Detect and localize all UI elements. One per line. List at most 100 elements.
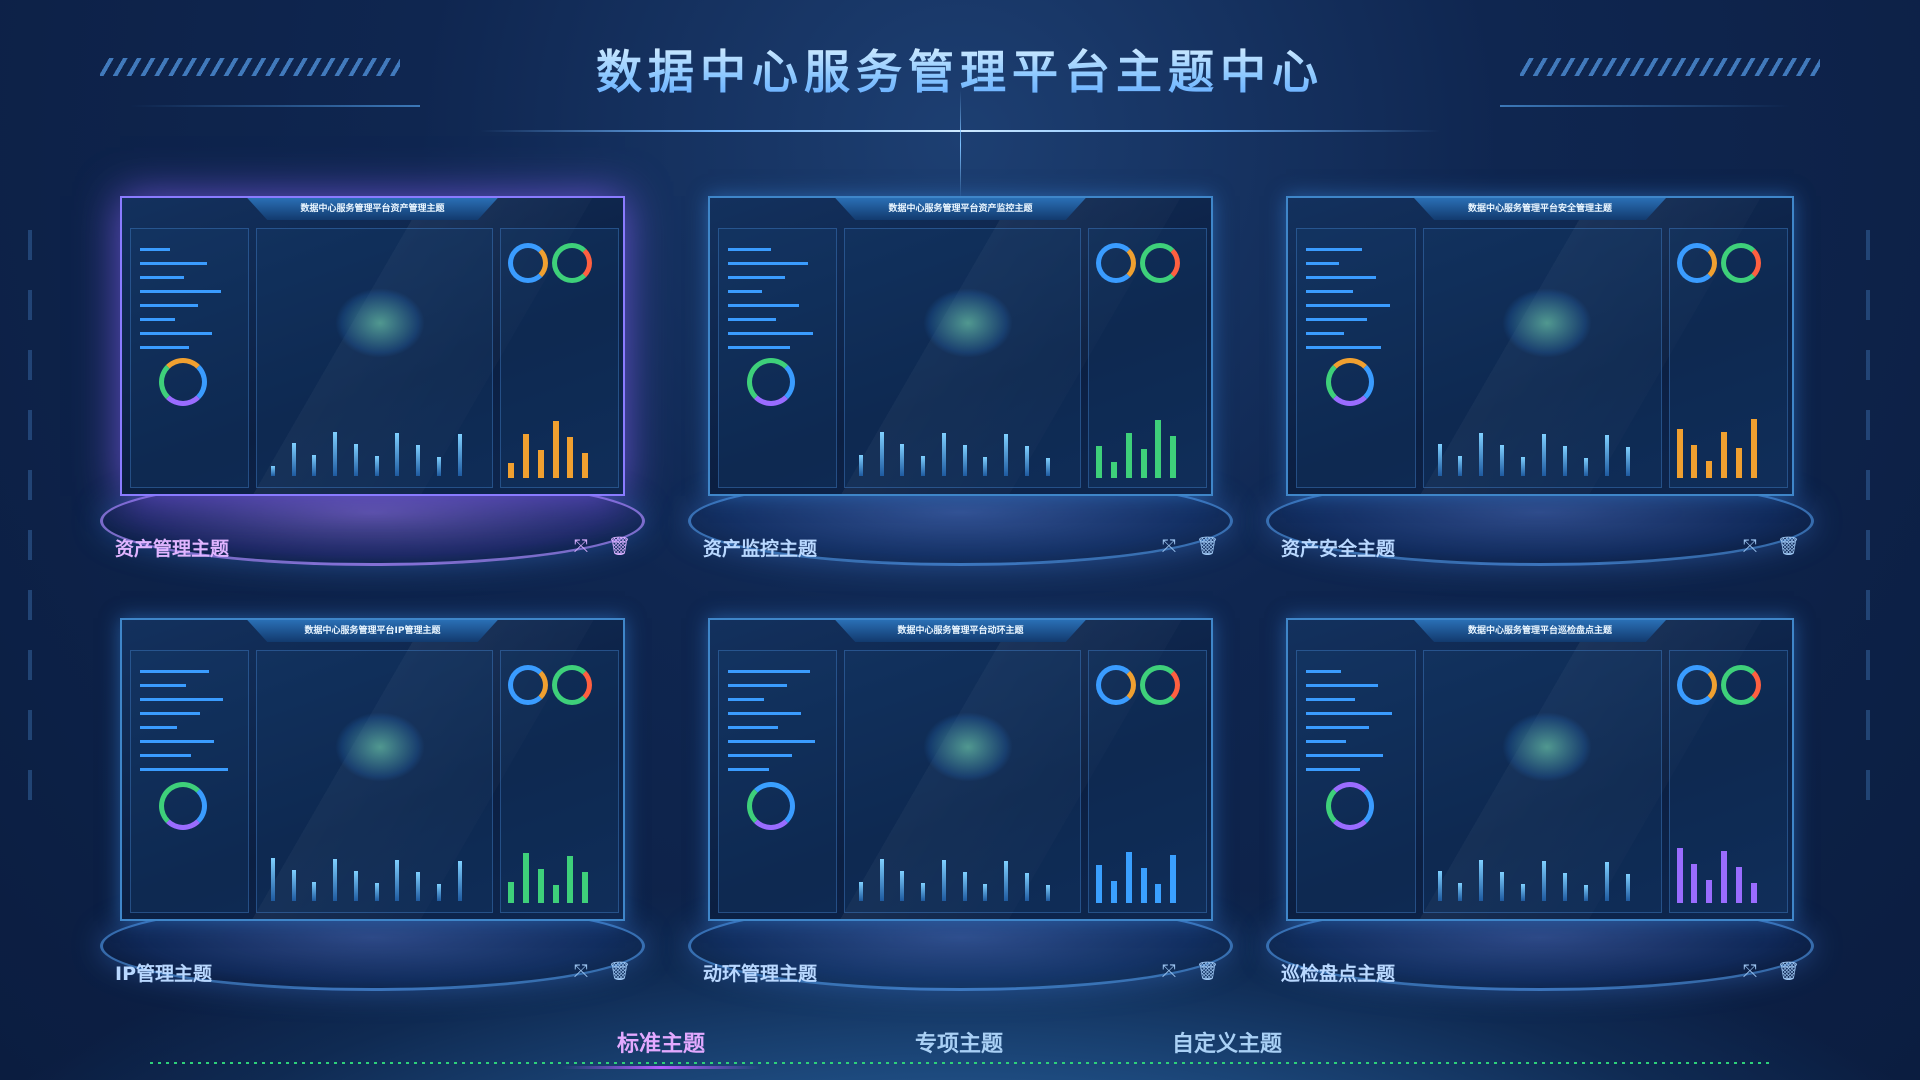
preview-ring xyxy=(552,665,592,705)
preview-hbar xyxy=(728,684,787,687)
preview-ring xyxy=(552,243,592,283)
preview-bar xyxy=(1125,433,1132,478)
preview-bar xyxy=(1125,852,1132,903)
preview-ring xyxy=(1676,665,1717,705)
preview-bar xyxy=(523,853,530,903)
tab-special[interactable]: 专项主题 xyxy=(914,1032,1004,1057)
preview-bar xyxy=(1736,867,1743,903)
preview-title: 数据中心服务管理平台动环主题 xyxy=(835,620,1086,642)
preview-hbar xyxy=(140,290,221,293)
preview-bar xyxy=(508,463,515,478)
preview-bar xyxy=(567,437,574,478)
theme-card[interactable]: 数据中心服务管理平台动环主题 动环管理主题 ⤧ 🗑 xyxy=(688,618,1233,1001)
preview-hbar xyxy=(140,670,209,673)
card-label[interactable]: 资产管理主题 xyxy=(115,538,230,560)
theme-preview[interactable]: 数据中心服务管理平台巡检盘点主题 xyxy=(1286,618,1794,921)
expand-icon[interactable]: ⤧ xyxy=(1161,536,1177,557)
expand-icon[interactable]: ⤧ xyxy=(1742,536,1758,557)
preview-bar xyxy=(457,434,462,476)
theme-preview[interactable]: 数据中心服务管理平台IP管理主题 xyxy=(120,618,625,921)
expand-icon[interactable]: ⤧ xyxy=(1161,961,1177,982)
preview-bar xyxy=(333,432,337,476)
preview-bar xyxy=(1604,435,1609,476)
preview-hbar xyxy=(1306,712,1392,715)
preview-bar xyxy=(1706,880,1713,903)
preview-bar xyxy=(353,444,358,476)
theme-card[interactable]: 数据中心服务管理平台巡检盘点主题 巡检盘点主题 ⤧ 🗑 xyxy=(1266,618,1814,1001)
preview-bar xyxy=(1096,446,1103,478)
expand-icon[interactable]: ⤧ xyxy=(573,536,589,557)
preview-hbar xyxy=(140,332,212,335)
preview-bar xyxy=(270,858,275,901)
preview-bar xyxy=(1542,861,1546,901)
preview-bar xyxy=(416,872,420,901)
preview-hbar xyxy=(140,768,228,771)
preview-hbar xyxy=(728,318,776,321)
preview-hbar xyxy=(728,304,799,307)
theme-tabs: 标准主题 专项主题 自定义主题 xyxy=(0,1026,1920,1066)
preview-hbar xyxy=(728,740,815,743)
theme-card[interactable]: 数据中心服务管理平台安全管理主题 资产安全主题 ⤧ 🗑 xyxy=(1266,196,1814,576)
preview-panel-left xyxy=(718,650,837,913)
preview-bar xyxy=(270,466,275,476)
preview-bar xyxy=(416,445,420,476)
preview-bar xyxy=(983,457,988,476)
trash-icon[interactable]: 🗑 xyxy=(1777,961,1800,982)
title-line-left xyxy=(130,105,420,107)
preview-bar xyxy=(1111,881,1118,903)
preview-hbar xyxy=(140,346,189,349)
card-label[interactable]: 资产安全主题 xyxy=(1281,538,1396,560)
preview-bar xyxy=(1458,456,1463,476)
theme-card[interactable]: 数据中心服务管理平台资产管理主题 资产管理主题 ⤧ 🗑 xyxy=(100,196,645,576)
preview-bar xyxy=(1625,447,1630,476)
theme-preview[interactable]: 数据中心服务管理平台资产管理主题 xyxy=(120,196,625,496)
preview-bar xyxy=(552,885,559,903)
theme-preview[interactable]: 数据中心服务管理平台动环主题 xyxy=(708,618,1213,921)
preview-ring xyxy=(1676,243,1717,283)
theme-preview[interactable]: 数据中心服务管理平台安全管理主题 xyxy=(1286,196,1794,496)
theme-preview[interactable]: 数据中心服务管理平台资产监控主题 xyxy=(708,196,1213,496)
preview-bar xyxy=(900,871,905,901)
preview-bar xyxy=(858,455,863,476)
preview-bar xyxy=(962,445,967,476)
preview-ring xyxy=(1325,358,1374,406)
preview-title: 数据中心服务管理平台安全管理主题 xyxy=(1414,198,1666,220)
preview-bar xyxy=(1111,462,1118,478)
trash-icon[interactable]: 🗑 xyxy=(1777,536,1800,557)
preview-bar xyxy=(1604,862,1609,901)
preview-bar xyxy=(457,861,462,901)
preview-hbar xyxy=(1306,276,1376,279)
preview-panel-left xyxy=(1296,650,1416,913)
card-label[interactable]: 动环管理主题 xyxy=(703,963,818,985)
preview-bar xyxy=(858,882,863,901)
preview-ring xyxy=(508,665,549,705)
preview-hbar xyxy=(728,698,764,701)
trash-icon[interactable]: 🗑 xyxy=(608,961,631,982)
preview-bar xyxy=(1437,871,1442,901)
card-label[interactable]: 巡检盘点主题 xyxy=(1281,963,1396,985)
expand-icon[interactable]: ⤧ xyxy=(1742,961,1758,982)
theme-card[interactable]: 数据中心服务管理平台IP管理主题 IP管理主题 ⤧ 🗑 xyxy=(100,618,645,1001)
preview-hbar xyxy=(1306,726,1369,729)
trash-icon[interactable]: 🗑 xyxy=(608,536,631,557)
preview-bar xyxy=(436,457,441,476)
preview-bar xyxy=(1500,872,1505,901)
preview-bar xyxy=(374,883,379,901)
tab-custom[interactable]: 自定义主题 xyxy=(1171,1032,1283,1057)
trash-icon[interactable]: 🗑 xyxy=(1196,961,1219,982)
preview-ring xyxy=(1325,781,1374,830)
preview-center-graphic xyxy=(1502,711,1592,782)
preview-bar xyxy=(523,434,530,478)
theme-card[interactable]: 数据中心服务管理平台资产监控主题 资产监控主题 ⤧ 🗑 xyxy=(688,196,1233,576)
card-label[interactable]: 资产监控主题 xyxy=(703,538,818,560)
card-label[interactable]: IP管理主题 xyxy=(115,963,212,985)
expand-icon[interactable]: ⤧ xyxy=(573,961,589,982)
preview-hbar xyxy=(728,276,785,279)
preview-bar xyxy=(1691,445,1698,478)
preview-title: 数据中心服务管理平台资产监控主题 xyxy=(835,198,1086,220)
preview-bar xyxy=(1542,434,1546,476)
preview-bar xyxy=(941,433,946,476)
trash-icon[interactable]: 🗑 xyxy=(1196,536,1219,557)
tab-standard[interactable]: 标准主题 xyxy=(616,1032,706,1057)
preview-hbar xyxy=(1306,290,1353,293)
